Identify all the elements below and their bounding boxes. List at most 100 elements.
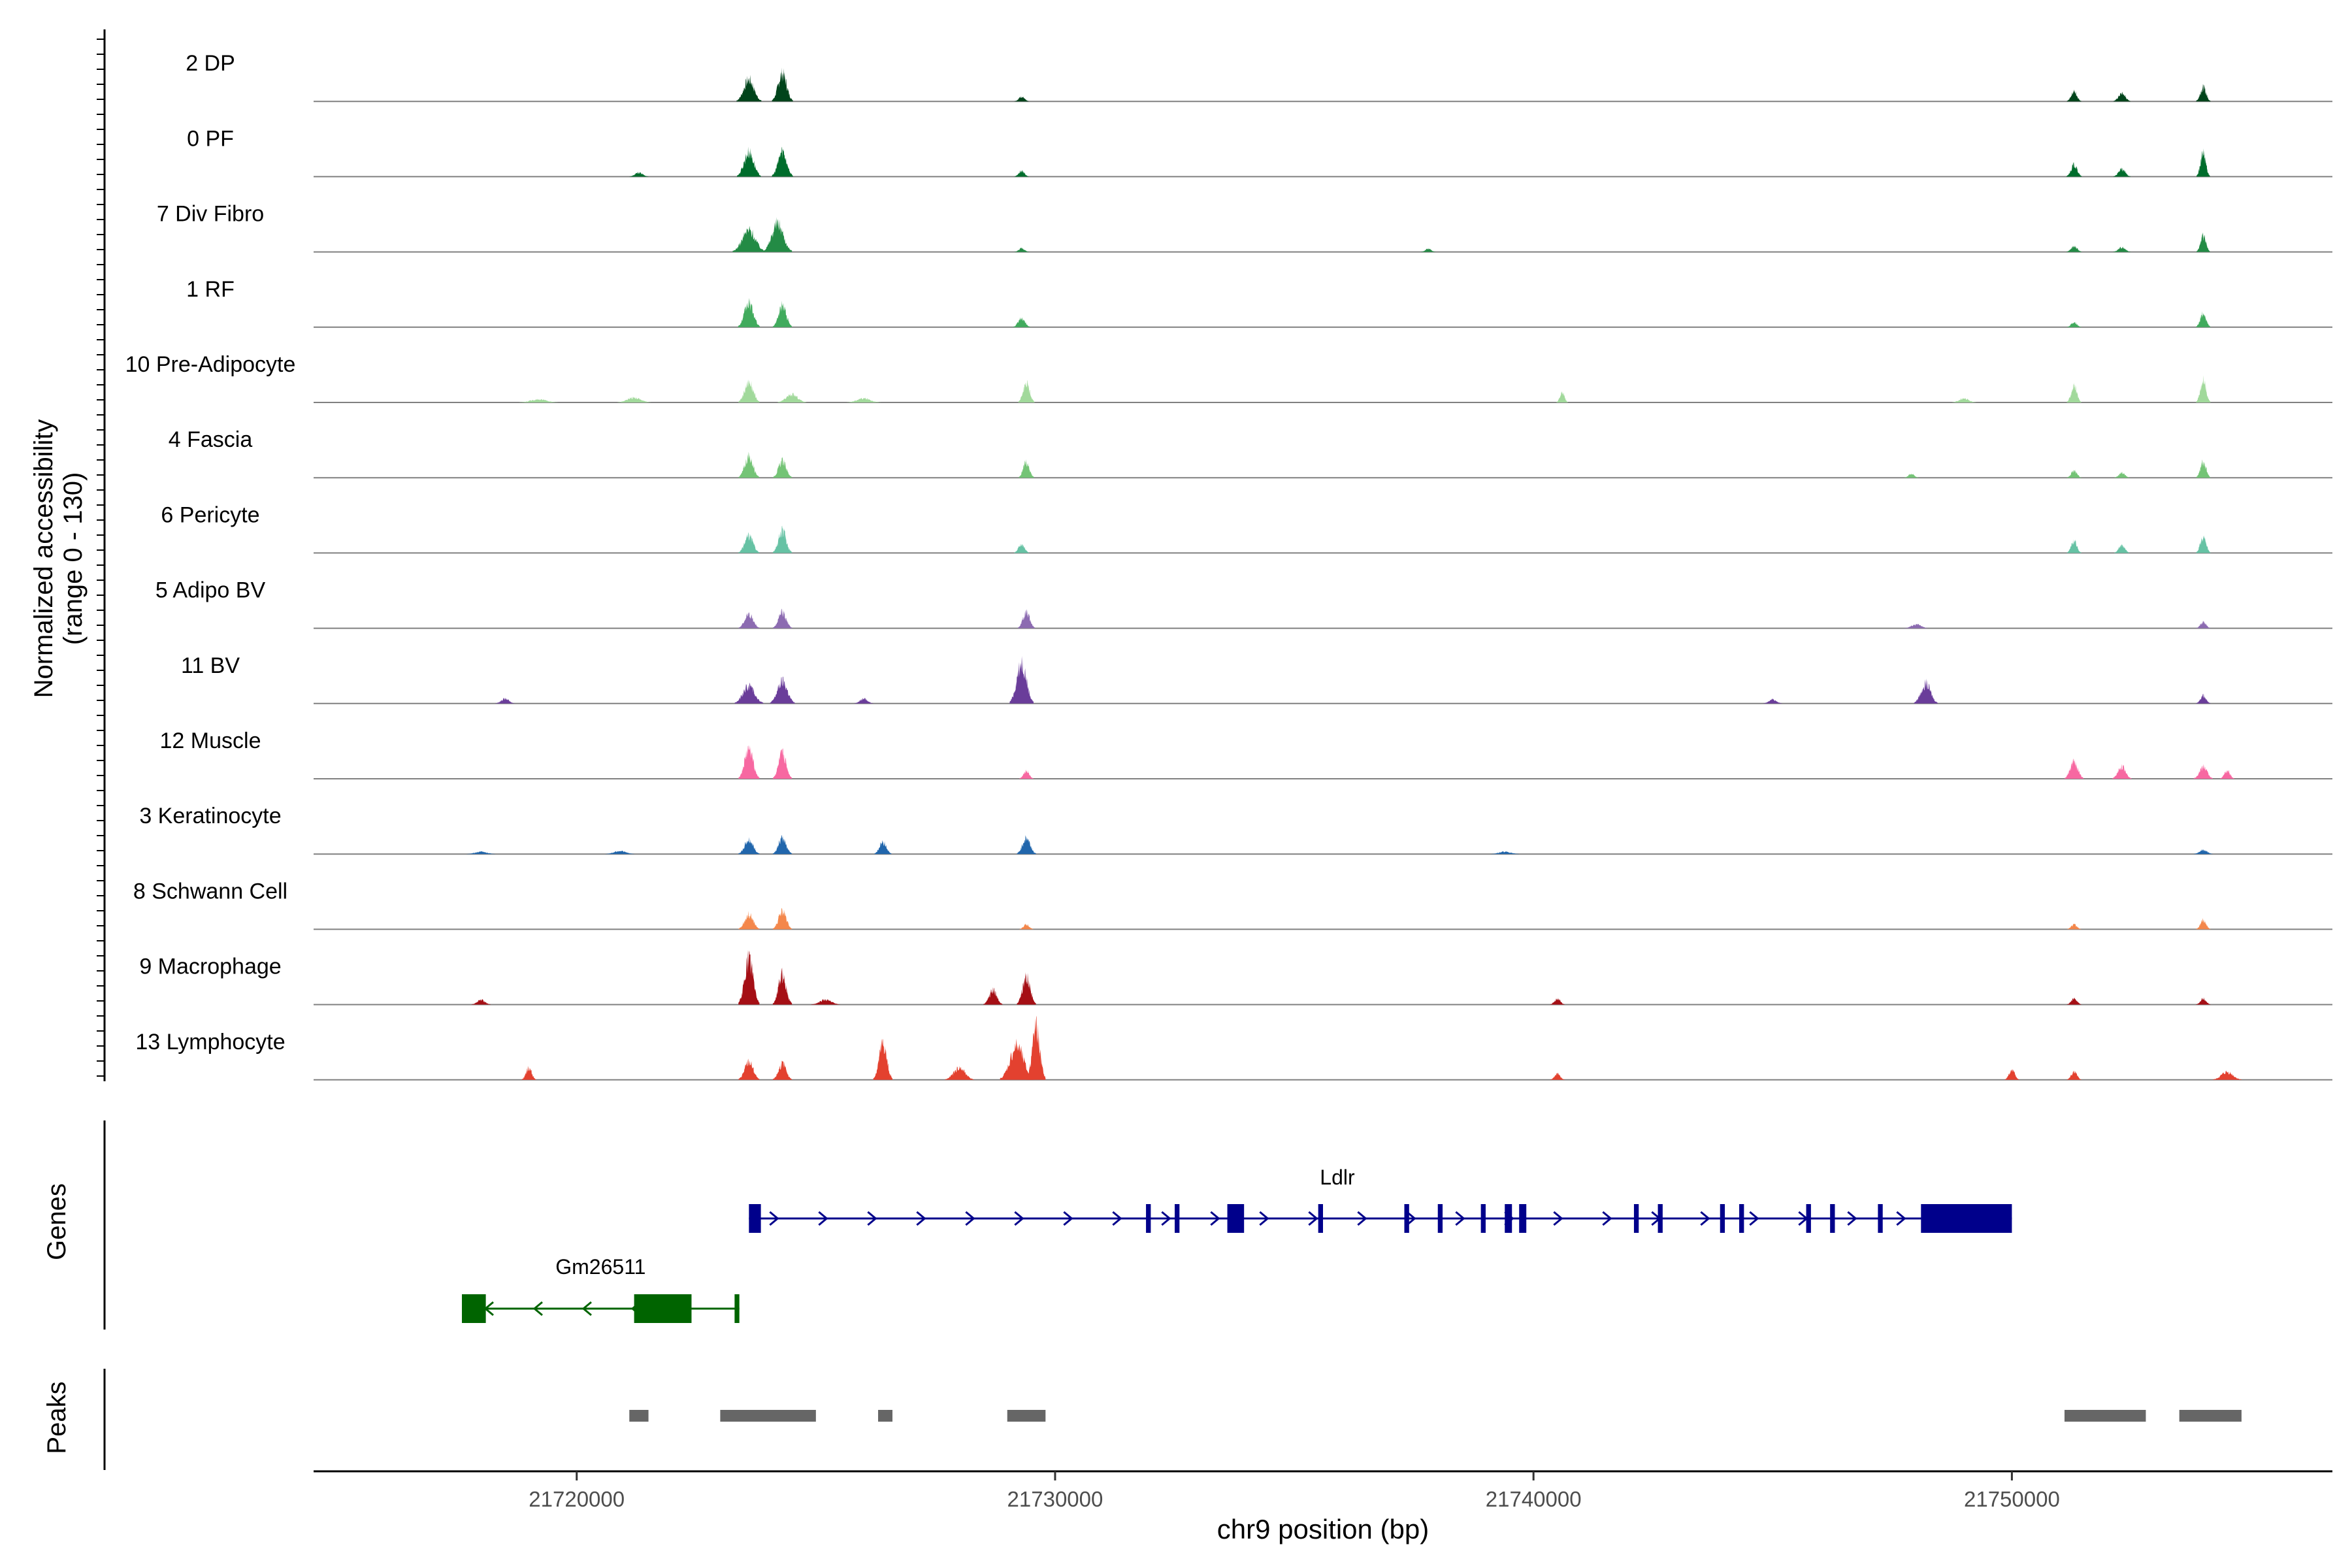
gene-exon bbox=[1830, 1204, 1835, 1233]
coverage-peak bbox=[738, 745, 760, 779]
coverage-peak bbox=[2196, 918, 2211, 930]
coverage-peak bbox=[2066, 89, 2082, 102]
x-tick-label: 21750000 bbox=[1964, 1487, 2060, 1511]
coverage-peak bbox=[1026, 1015, 1046, 1080]
gene-exon bbox=[1633, 1204, 1639, 1233]
coverage-peak bbox=[772, 835, 792, 855]
coverage-peak bbox=[772, 457, 792, 478]
peak-region bbox=[2179, 1410, 2242, 1422]
coverage-peak bbox=[732, 225, 766, 252]
track-6-pericyte: 6 Pericyte bbox=[161, 502, 2332, 554]
coverage-peak bbox=[1421, 248, 1436, 252]
coverage-peak bbox=[734, 682, 764, 704]
peak-region bbox=[720, 1410, 816, 1422]
coverage-peak bbox=[2193, 849, 2213, 855]
coverage-peak bbox=[738, 911, 760, 930]
track-label: 0 PF bbox=[187, 126, 234, 151]
coverage-peak bbox=[2114, 544, 2130, 553]
coverage-peak bbox=[2004, 1068, 2019, 1080]
coverage-peak bbox=[466, 851, 496, 855]
track-label: 2 DP bbox=[186, 51, 235, 76]
gene-exon bbox=[1404, 1204, 1409, 1233]
coverage-peak bbox=[772, 146, 793, 177]
gene-exon bbox=[1720, 1204, 1725, 1233]
coverage-peak bbox=[471, 999, 491, 1005]
coverage-peak bbox=[519, 399, 558, 402]
coverage-peak bbox=[1017, 972, 1036, 1005]
coverage-peak bbox=[1904, 474, 1919, 478]
track-8-schwann-cell: 8 Schwann Cell bbox=[133, 879, 2332, 930]
track-label: 9 Macrophage bbox=[139, 955, 281, 979]
strand-arrow bbox=[1896, 1211, 1906, 1226]
coverage-peak bbox=[1017, 609, 1036, 629]
coverage-peak bbox=[1550, 1073, 1565, 1080]
coverage-peak bbox=[2066, 923, 2082, 930]
peak-region bbox=[2064, 1410, 2146, 1422]
coverage-peak bbox=[738, 1058, 760, 1080]
coverage-peak bbox=[983, 987, 1003, 1005]
track-label: 12 Muscle bbox=[160, 728, 261, 753]
gene-exon bbox=[1878, 1204, 1883, 1233]
strand-arrow bbox=[1847, 1211, 1857, 1226]
strand-arrow bbox=[867, 1211, 877, 1226]
strand-arrow bbox=[1602, 1211, 1612, 1226]
strand-arrow bbox=[1553, 1211, 1563, 1226]
coverage-peak bbox=[2196, 459, 2211, 478]
coverage-peak bbox=[736, 74, 762, 102]
coverage-peak bbox=[521, 1066, 536, 1080]
gene-label: Gm26511 bbox=[555, 1255, 645, 1279]
coverage-peak bbox=[1018, 380, 1035, 402]
strand-arrow bbox=[1161, 1211, 1171, 1226]
coverage-peak bbox=[2193, 764, 2213, 779]
strand-arrow bbox=[1700, 1211, 1710, 1226]
track-label: 5 Adipo BV bbox=[155, 578, 266, 603]
track-12-muscle: 12 Muscle bbox=[160, 728, 2332, 779]
track-label: 1 RF bbox=[186, 277, 235, 302]
coverage-peak bbox=[772, 968, 792, 1005]
gene-label: Ldlr bbox=[1320, 1166, 1355, 1189]
coverage-peak bbox=[854, 698, 874, 704]
x-tick-label: 21740000 bbox=[1486, 1487, 1582, 1511]
coverage-peak bbox=[2196, 535, 2211, 553]
coverage-peak bbox=[1490, 851, 1520, 855]
peaks-panel-label: Peaks bbox=[42, 1381, 71, 1454]
coverage-peak bbox=[2114, 472, 2130, 478]
strand-arrow bbox=[916, 1211, 926, 1226]
strand-arrow bbox=[1112, 1211, 1122, 1226]
coverage-peak bbox=[772, 748, 792, 779]
gene-exon bbox=[1227, 1204, 1245, 1233]
coverage-peak bbox=[1000, 1038, 1034, 1080]
coverage-peak bbox=[770, 676, 795, 704]
coverage-peak bbox=[2066, 1070, 2082, 1080]
coverage-peak bbox=[738, 949, 760, 1005]
strand-arrow bbox=[1308, 1211, 1318, 1226]
coverage-peak bbox=[2196, 84, 2211, 102]
coverage-peak bbox=[2113, 167, 2131, 177]
coverage-peak bbox=[1014, 247, 1029, 252]
coverage-peak bbox=[2065, 759, 2084, 779]
coverage-peak bbox=[1014, 170, 1029, 177]
track-4-fascia: 4 Fascia bbox=[169, 427, 2332, 479]
coverage-peak bbox=[617, 397, 651, 402]
coverage-peak bbox=[1550, 997, 1565, 1005]
track-2-dp: 2 DP bbox=[186, 51, 2332, 103]
coverage-peak bbox=[1556, 391, 1568, 402]
coverage-peak bbox=[1019, 769, 1034, 779]
coverage-peak bbox=[772, 1060, 792, 1080]
coverage-peak bbox=[847, 397, 881, 402]
coverage-peak bbox=[1019, 923, 1034, 930]
coverage-peak bbox=[2066, 161, 2082, 177]
track-label: 13 Lymphocyte bbox=[135, 1030, 285, 1054]
track-11-bv: 11 BV bbox=[181, 653, 2332, 704]
coverage-peak bbox=[1013, 317, 1030, 327]
gene-exon bbox=[1318, 1204, 1323, 1233]
coverage-peak bbox=[1009, 655, 1034, 704]
coverage-peak bbox=[2197, 148, 2210, 177]
gene-exon bbox=[1519, 1204, 1527, 1233]
coverage-peak bbox=[811, 998, 840, 1005]
strand-arrow bbox=[965, 1211, 975, 1226]
coverage-peak bbox=[738, 532, 760, 553]
track-label: 11 BV bbox=[181, 653, 240, 678]
track-label: 10 Pre-Adipocyte bbox=[125, 352, 296, 377]
gene-exon bbox=[461, 1294, 486, 1323]
